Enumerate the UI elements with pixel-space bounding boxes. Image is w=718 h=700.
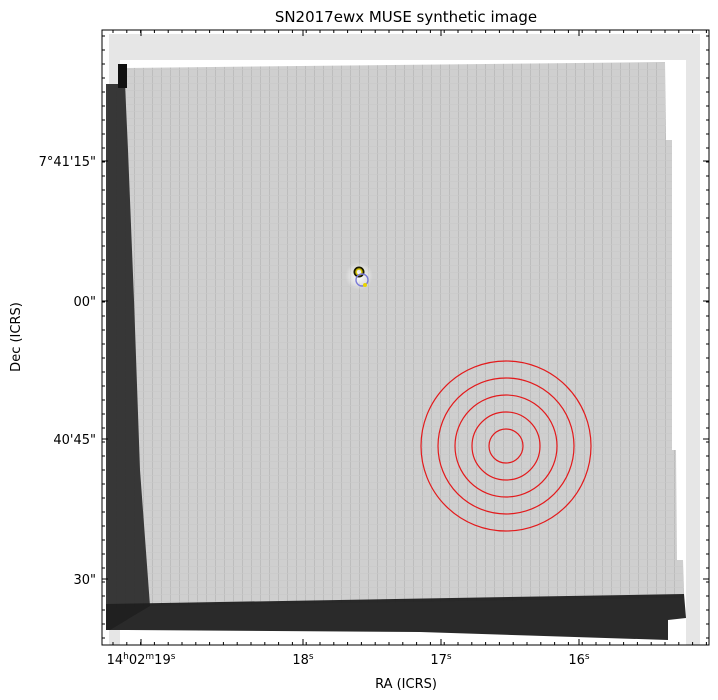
image-area: [102, 30, 709, 645]
x-axis-label: RA (ICRS): [375, 677, 437, 692]
region-rings: [420, 360, 592, 532]
ring-2: [471, 411, 541, 481]
detector-field: [108, 62, 684, 610]
ring-5: [420, 360, 592, 532]
ring-1: [488, 428, 524, 464]
left-edge-band: [106, 84, 150, 630]
x-tick-label-0: 14h02m19s: [107, 652, 176, 668]
ring-3: [454, 394, 558, 498]
y-tick-label-2: 40'45": [53, 433, 96, 448]
y-axis-label: Dec (ICRS): [9, 302, 24, 372]
chart-title: SN2017ewx MUSE synthetic image: [275, 8, 537, 26]
x-tick-label-2: 17s: [430, 652, 452, 668]
left-edge-tip: [118, 64, 127, 88]
marker-host: [355, 273, 369, 287]
bottom-edge-band: [106, 594, 686, 640]
axis-ticks: [102, 30, 709, 645]
plot-frame: [101, 29, 710, 646]
marker-dot: [363, 283, 367, 287]
y-tick-label-0: 7°41'15": [39, 155, 96, 170]
x-tick-label-3: 16s: [568, 652, 590, 668]
y-tick-label-3: 30": [73, 573, 96, 588]
marker-source-1: [353, 266, 365, 278]
y-tick-label-1: 00": [73, 295, 96, 310]
x-tick-label-1: 18s: [292, 652, 314, 668]
ring-4: [437, 377, 575, 515]
